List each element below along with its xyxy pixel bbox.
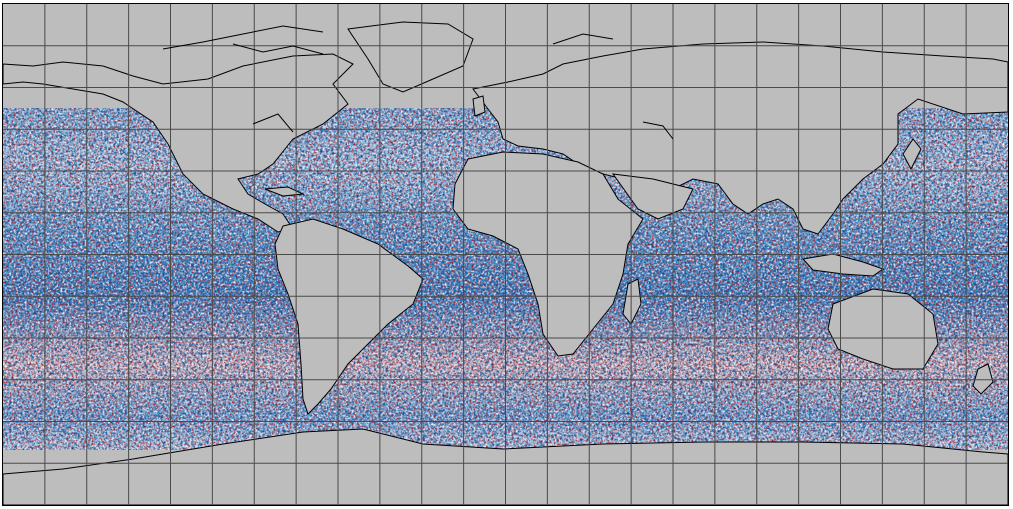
indonesia (802, 253, 885, 277)
british-isles (472, 95, 486, 117)
map-frame (2, 3, 1009, 506)
australia (827, 288, 939, 370)
coastline-details (162, 25, 674, 140)
japan (902, 138, 922, 171)
graticule (3, 4, 1008, 505)
madagascar (622, 278, 642, 325)
greenland (347, 21, 474, 93)
caribbean (264, 186, 305, 197)
world-map[interactable] (3, 4, 1008, 505)
new-zealand (972, 363, 994, 395)
south-america (274, 218, 424, 415)
north-america (3, 53, 354, 233)
